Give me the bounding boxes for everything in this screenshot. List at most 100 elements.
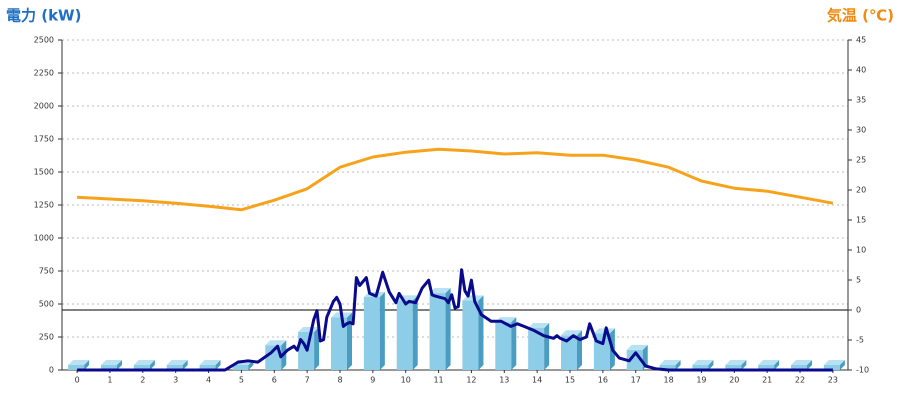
bar (396, 295, 418, 370)
bar-top (429, 288, 451, 294)
bar-front (265, 345, 282, 370)
bar (68, 360, 90, 370)
y-tick-label: 500 (39, 300, 54, 309)
x-tick-label: 20 (729, 376, 739, 385)
x-tick-label: 12 (466, 376, 476, 385)
bar-front (232, 365, 249, 370)
bar-front (166, 365, 183, 370)
line (77, 147, 834, 212)
bar (133, 360, 155, 370)
x-tick-label: 19 (696, 376, 706, 385)
x-tick-label: 16 (598, 376, 608, 385)
bar-side (379, 292, 385, 370)
x-tick-label: 21 (762, 376, 772, 385)
bar-front (68, 365, 85, 370)
bar-front (100, 365, 117, 370)
x-tick-label: 9 (370, 376, 375, 385)
bar (495, 317, 517, 370)
bar-side (675, 360, 681, 370)
bar-side (215, 360, 221, 370)
bar-front (462, 300, 479, 370)
x-tick-label: 5 (239, 376, 244, 385)
x-tick-label: 13 (499, 376, 509, 385)
bar-front (823, 365, 840, 370)
x-tick-label: 3 (173, 376, 178, 385)
bar-side (149, 360, 155, 370)
bar-side (346, 312, 352, 370)
bar-front (791, 365, 808, 370)
y-tick-label: 1750 (34, 135, 54, 144)
bar-front (495, 322, 512, 370)
bar-side (839, 360, 845, 370)
bar-top (823, 360, 845, 365)
y2-tick-label: 40 (856, 66, 866, 75)
bar-side (478, 295, 484, 370)
bar (692, 360, 714, 370)
bar-front (330, 317, 347, 370)
bar-side (774, 360, 780, 370)
bar-top (265, 340, 287, 346)
x-tick-label: 15 (565, 376, 575, 385)
bar (199, 360, 221, 370)
bar (363, 292, 385, 370)
bar-top (133, 360, 155, 365)
bar (823, 360, 845, 370)
y-tick-label: 2500 (34, 36, 54, 45)
bar (758, 360, 780, 370)
bar-top (68, 360, 90, 365)
bar-side (116, 360, 122, 370)
bar-top (725, 360, 747, 365)
x-tick-label: 10 (401, 376, 411, 385)
bar-top (791, 360, 813, 365)
bar (791, 360, 813, 370)
y2-tick-label: 25 (856, 156, 866, 165)
bar-side (445, 288, 451, 370)
y2-tick-label: 15 (856, 216, 866, 225)
y-tick-label: 1000 (34, 234, 54, 243)
y2-tick-label: 20 (856, 186, 866, 195)
y2-tick-label: 35 (856, 96, 866, 105)
y-tick-label: 750 (39, 267, 54, 276)
bar-front (396, 300, 413, 370)
y-tick-label: 2250 (34, 69, 54, 78)
x-tick-label: 8 (337, 376, 342, 385)
y-tick-label: 0 (49, 366, 54, 375)
y-tick-label: 250 (39, 333, 54, 342)
y-axis-title: 電力 (kW) (6, 7, 81, 25)
line (77, 268, 833, 372)
bar-front (363, 297, 380, 370)
x-tick-label: 6 (272, 376, 277, 385)
y2-tick-label: -5 (856, 336, 864, 345)
bar (166, 360, 188, 370)
bar-top (199, 360, 221, 365)
bar-front (692, 365, 709, 370)
bar-top (100, 360, 122, 365)
bar-front (133, 365, 150, 370)
bar (429, 288, 451, 370)
y-tick-label: 2000 (34, 102, 54, 111)
bar-top (561, 330, 583, 336)
y2-axis-title: 気温 (℃) (827, 7, 894, 25)
bar-top (626, 344, 648, 350)
x-tick-label: 0 (75, 376, 80, 385)
bar-front (199, 365, 216, 370)
x-tick-label: 17 (631, 376, 641, 385)
bar-side (412, 295, 418, 370)
bar-side (182, 360, 188, 370)
bar-top (298, 327, 320, 332)
y-tick-label: 1500 (34, 168, 54, 177)
bar-front (429, 293, 446, 370)
bar-side (708, 360, 714, 370)
x-tick-label: 18 (663, 376, 673, 385)
bar-front (528, 328, 545, 370)
bar (659, 360, 681, 370)
x-tick-label: 4 (206, 376, 211, 385)
y2-tick-label: 10 (856, 246, 866, 255)
y-tick-label: 1250 (34, 201, 54, 210)
x-tick-label: 23 (828, 376, 838, 385)
bar-top (692, 360, 714, 365)
y2-tick-label: 5 (856, 276, 861, 285)
x-tick-label: 11 (433, 376, 443, 385)
bar-top (659, 360, 681, 365)
